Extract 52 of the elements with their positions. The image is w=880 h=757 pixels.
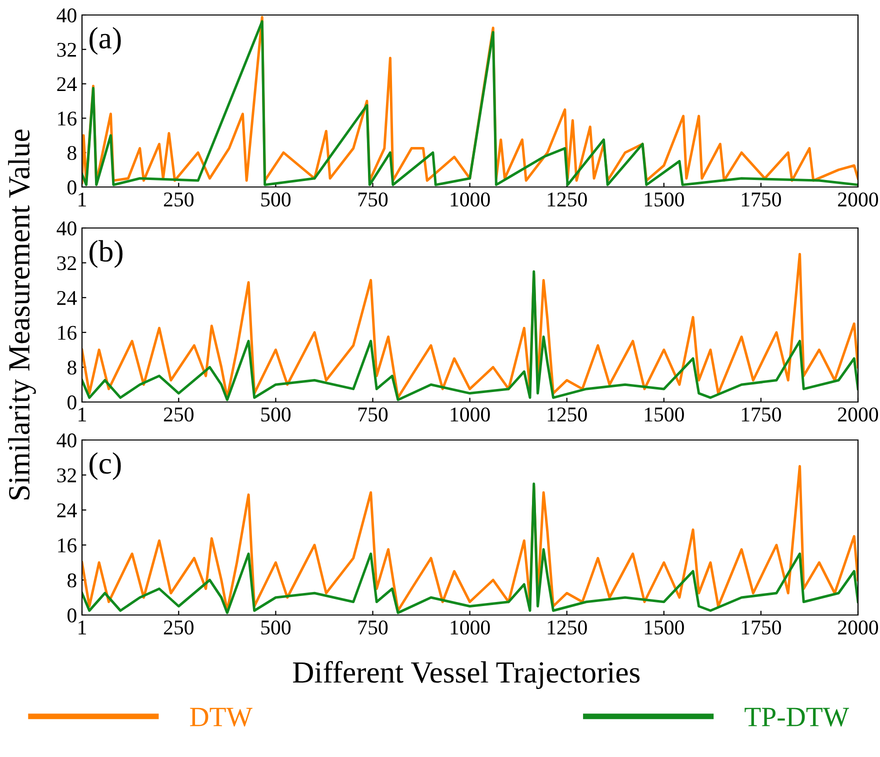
y-tick-label: 16	[58, 538, 77, 552]
y-tick-label: 24	[57, 77, 77, 92]
x-tick-label: 250	[164, 192, 194, 207]
y-tick-label: 24	[57, 291, 77, 305]
x-axis-title: Different Vessel Trajectories	[293, 660, 640, 690]
y-tick-label: 0	[68, 608, 76, 622]
annotation: (b)	[90, 240, 122, 268]
x-tick-label: 2000	[838, 620, 878, 635]
x-tick-label: 1	[78, 192, 86, 206]
x-tick-label: 1500	[644, 407, 684, 422]
x-tick-label: 1250	[548, 407, 587, 422]
x-tick-label: 750	[358, 407, 388, 422]
y-tick-label: 16	[58, 112, 77, 126]
y-tick-label: 32	[57, 42, 76, 57]
x-tick-label: 2000	[838, 192, 878, 207]
y-tick-label: 24	[57, 503, 77, 518]
x-tick-label: 250	[164, 407, 194, 422]
y-tick-label: 8	[68, 360, 76, 375]
x-tick-label: 500	[261, 407, 291, 422]
x-tick-label: 1000	[450, 407, 490, 422]
x-tick-label: 750	[358, 620, 388, 635]
y-tick-label: 40	[56, 221, 76, 236]
annotation: (c)	[90, 452, 121, 480]
y-tick-label: 32	[57, 468, 76, 482]
x-tick-label: 500	[261, 620, 291, 635]
x-tick-label: 1	[78, 408, 86, 422]
y-tick-label: 0	[68, 180, 76, 194]
x-tick-label: 1500	[644, 620, 684, 635]
legend-label: TP-DTW	[744, 708, 850, 727]
x-tick-label: 750	[358, 192, 388, 207]
x-tick-label: 1000	[450, 192, 490, 207]
annotation: (a)	[90, 27, 121, 55]
x-tick-label: 1000	[450, 620, 490, 635]
x-tick-label: 1250	[548, 192, 587, 207]
x-tick-label: 1500	[644, 192, 684, 207]
x-tick-label: 1	[78, 620, 86, 634]
x-tick-label: 1750	[742, 407, 781, 422]
y-tick-label: 0	[68, 395, 76, 410]
x-tick-label: 250	[164, 620, 194, 635]
x-tick-label: 1250	[548, 620, 587, 635]
y-tick-label: 8	[68, 146, 76, 160]
y-tick-label: 32	[57, 256, 76, 270]
x-tick-label: 500	[261, 192, 291, 207]
x-tick-label: 1750	[742, 192, 781, 207]
x-tick-label: 1750	[742, 620, 781, 635]
y-tick-label: 16	[58, 326, 77, 340]
y-tick-label: 40	[56, 433, 76, 448]
x-tick-label: 2000	[838, 407, 878, 422]
y-tick-label: 40	[56, 8, 76, 22]
y-tick-label: 8	[68, 573, 76, 588]
legend-label: DTW	[190, 708, 252, 727]
y-axis-title: Similarity Measurement Value	[8, 130, 36, 500]
